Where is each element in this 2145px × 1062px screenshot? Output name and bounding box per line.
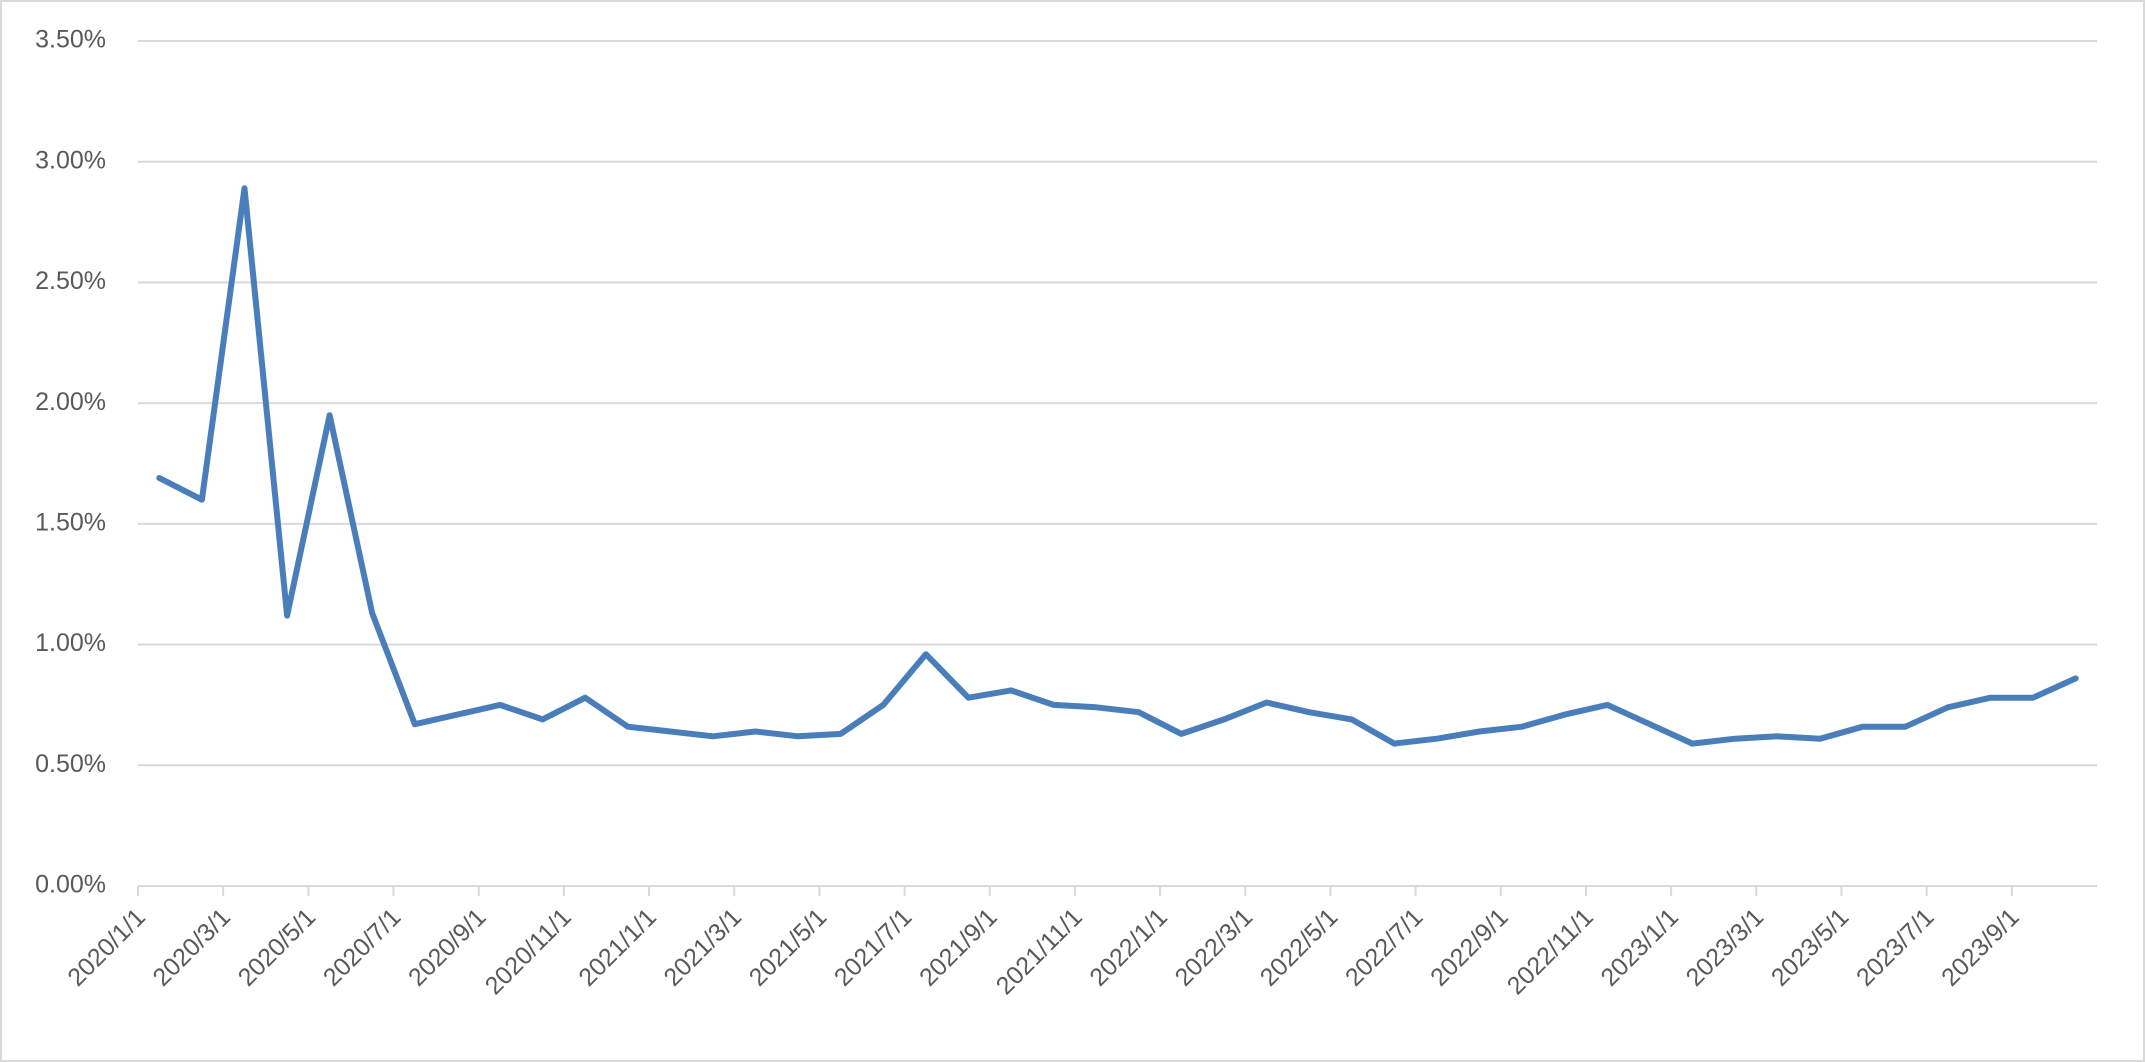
y-tick-label: 0.00%: [35, 871, 106, 899]
y-tick-label: 2.00%: [35, 388, 106, 416]
y-tick-label: 2.50%: [35, 267, 106, 295]
y-tick-label: 3.50%: [35, 26, 106, 54]
y-tick-label: 3.00%: [35, 146, 106, 174]
y-tick-label: 1.00%: [35, 629, 106, 657]
y-tick-label: 1.50%: [35, 508, 106, 536]
data-line: [156, 185, 2079, 747]
y-tick-label: 0.50%: [35, 750, 106, 778]
